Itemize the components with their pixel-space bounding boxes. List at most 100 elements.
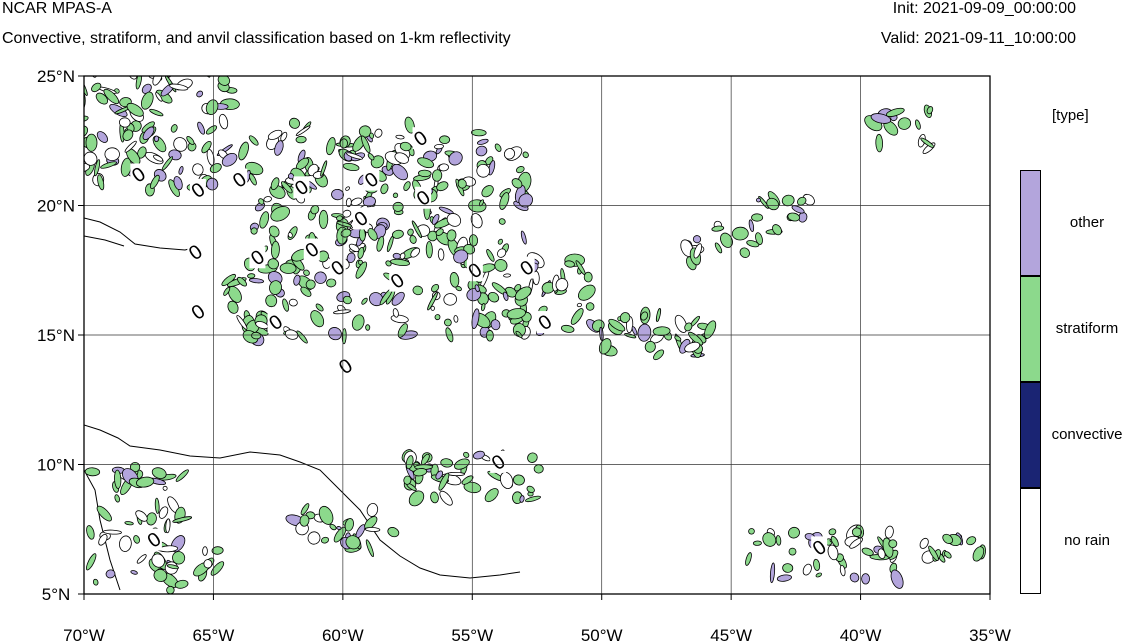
precip-cell	[162, 485, 168, 491]
precip-cell	[438, 163, 449, 172]
precip-cell	[151, 467, 167, 479]
map-frame	[83, 75, 991, 595]
precip-cell	[731, 226, 749, 241]
precip-cell	[197, 121, 205, 135]
precip-cell	[387, 527, 400, 538]
precip-cell	[84, 115, 89, 122]
precip-cell	[217, 76, 231, 86]
precip-cell	[481, 185, 494, 198]
precip-cell	[315, 303, 324, 312]
contour-label-bg	[811, 536, 828, 559]
precip-cell	[446, 213, 462, 227]
precip-cell	[165, 518, 171, 534]
precip-cell	[431, 213, 440, 225]
precip-cell	[674, 335, 682, 342]
precip-cell	[281, 181, 293, 194]
precip-cell	[511, 178, 523, 189]
precip-cell	[515, 166, 525, 174]
precip-cell	[183, 63, 193, 72]
precip-cell	[487, 291, 500, 303]
contour-label-bg	[412, 127, 429, 150]
precip-cell	[480, 303, 486, 312]
contour-label-bg	[249, 246, 266, 269]
precip-cell	[403, 181, 411, 191]
precip-cell	[397, 323, 408, 338]
precip-cell	[408, 490, 425, 507]
precip-cell	[346, 152, 363, 160]
precip-cell	[86, 553, 97, 571]
precip-cell	[362, 196, 376, 208]
precip-cell	[484, 488, 499, 503]
precip-cell	[163, 76, 172, 78]
precip-cell	[366, 502, 379, 517]
precip-cell	[828, 528, 837, 536]
precip-cell	[367, 152, 375, 161]
precip-cell	[142, 126, 155, 141]
precip-cell	[91, 82, 102, 93]
precip-cell	[84, 467, 101, 477]
precip-cell	[775, 535, 782, 546]
precip-cell	[813, 558, 821, 571]
legend-swatch-convective	[1020, 382, 1041, 488]
precip-cell	[926, 106, 934, 115]
contour-label-bg	[536, 311, 553, 334]
precip-cell	[376, 236, 385, 252]
precip-cell	[430, 491, 439, 504]
precip-cell	[497, 248, 507, 258]
precip-cell	[522, 151, 529, 159]
precip-cell	[114, 469, 122, 489]
precip-cell	[326, 137, 336, 156]
precip-cell	[282, 298, 289, 312]
coastline-lesser-antilles	[84, 469, 121, 591]
legend-title: [type]	[1052, 107, 1089, 124]
precip-cell	[503, 148, 516, 160]
precip-cell	[150, 174, 160, 190]
precip-cell	[136, 554, 147, 564]
precip-cell	[476, 164, 491, 178]
precip-cell	[745, 552, 752, 566]
precip-cell	[888, 539, 898, 549]
precip-cell	[919, 537, 929, 549]
precip-cell	[444, 318, 452, 327]
precip-cell	[684, 341, 701, 353]
precip-cell	[815, 572, 822, 578]
precip-cell	[527, 452, 538, 463]
precip-cell	[434, 143, 444, 150]
precip-cell	[351, 314, 365, 331]
precip-cell	[86, 525, 95, 540]
precip-cell	[533, 464, 544, 474]
precip-cell	[211, 546, 224, 555]
precip-cell	[443, 293, 457, 306]
precip-cell	[751, 213, 764, 222]
lat-tick-label: 15°N	[37, 326, 75, 345]
precip-cell	[485, 329, 494, 342]
precip-cell	[756, 197, 761, 203]
precip-cell	[475, 145, 488, 157]
precip-cell	[205, 99, 219, 116]
legend-swatch-no-rain	[1020, 488, 1041, 594]
precip-cell	[772, 224, 782, 236]
precip-cell	[300, 503, 310, 516]
precip-cell	[345, 197, 352, 208]
legend-swatch-other	[1020, 170, 1041, 276]
precip-cell	[454, 458, 470, 470]
precip-cell	[310, 205, 320, 215]
precip-cell	[920, 137, 935, 148]
precip-cell	[704, 320, 717, 339]
precip-cell	[92, 578, 99, 586]
precip-cell	[966, 536, 977, 546]
precip-cell	[96, 131, 108, 143]
precip-cell	[148, 76, 159, 79]
precip-cell	[104, 147, 120, 162]
precip-cell	[576, 302, 582, 308]
precip-cell	[711, 225, 725, 232]
precip-cell	[583, 271, 593, 283]
precip-cell	[128, 76, 138, 80]
precip-cell	[329, 523, 337, 531]
lon-tick-label: 50°W	[581, 626, 623, 641]
contour-label-bg	[415, 186, 432, 209]
precip-cell	[265, 294, 278, 308]
precip-cell	[223, 286, 231, 296]
precip-cell	[486, 249, 495, 262]
